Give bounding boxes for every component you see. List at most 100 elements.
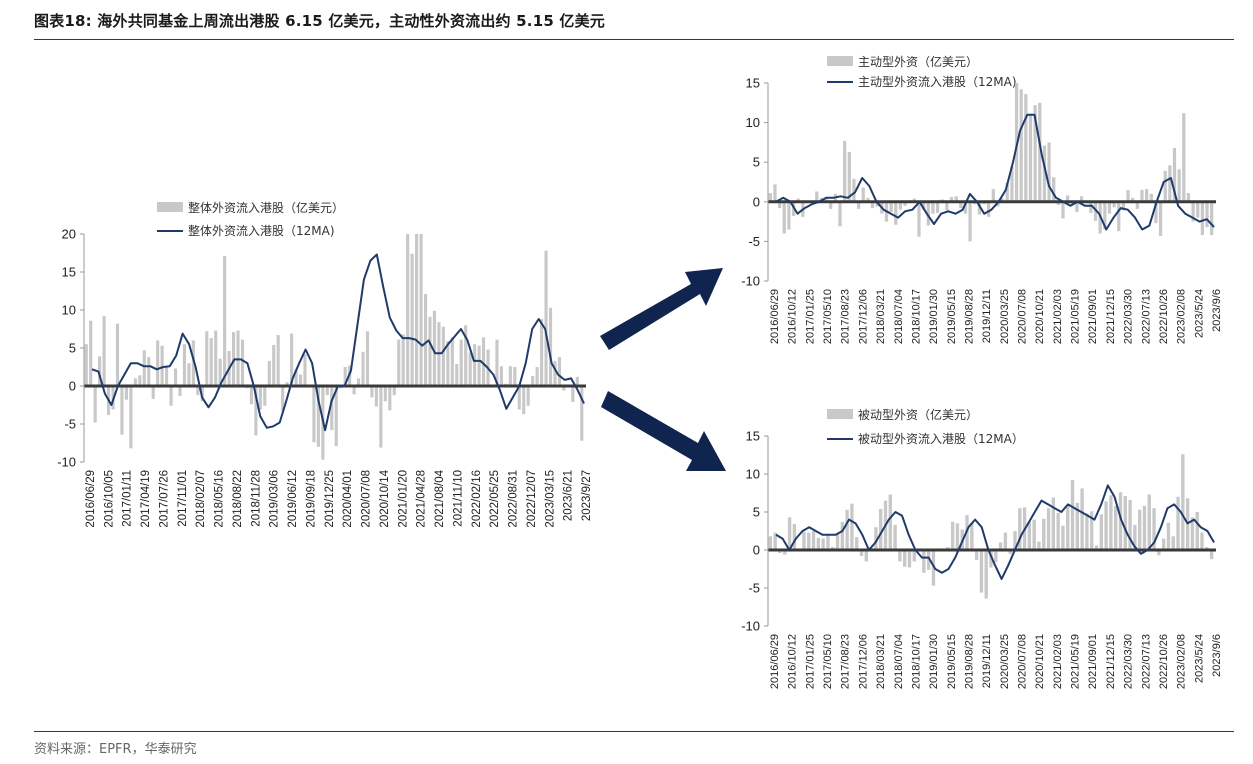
bar [768,536,773,550]
bar [187,363,191,386]
bar [768,193,772,202]
bar [1032,519,1036,550]
bar [821,538,825,550]
bar [1056,201,1060,205]
plot-total: -10 -5 0 5 10 15 20 2016/06/29 2016/10/05 2017/01… [57,227,593,528]
bar [223,256,227,386]
bar [196,386,200,396]
bar [133,378,137,386]
x-tick-label: 2020/10/21 [1034,634,1046,689]
bar [991,189,995,202]
bar [949,197,954,202]
bar [1093,201,1098,221]
x-tick-label: 2020/07/08 [361,470,373,528]
x-tick-label: 2017/01/25 [804,634,816,689]
bar [1154,201,1158,224]
bar [142,350,146,386]
bar [392,386,396,396]
bar [410,253,414,386]
y-tick-label: 5 [753,155,760,170]
y-tick-label: -10 [741,274,760,289]
y-tick-label: 0 [69,379,76,394]
bar [1075,201,1079,213]
x-tick-label: 2018/02/07 [195,470,207,528]
x-tick-label: 2022/05/25 [489,470,501,528]
x-tick-label: 2022/12/07 [526,470,538,528]
bar [987,201,991,217]
bar [861,187,865,202]
x-tick-label: 2018/03/21 [875,289,887,344]
x-tick-label: 2022/07/13 [1140,289,1152,344]
bar [562,386,566,391]
x-tick-label: 2023/5/24 [1193,634,1205,683]
bar [356,378,361,386]
bar [840,521,845,550]
bar [522,386,526,415]
bar [903,201,907,206]
bar [963,201,968,214]
bar [423,294,428,386]
bar [1028,113,1033,202]
legend-bar-swatch [827,409,853,419]
bar [1114,505,1118,550]
bar [205,331,209,386]
x-tick-label: 2018/08/22 [232,470,244,528]
x-tick-label: 2023/9/6 [1211,634,1223,677]
bar [481,337,486,386]
bar [1177,169,1181,202]
y-tick-label: -10 [741,619,760,634]
bar [1099,514,1103,550]
bar [824,197,828,202]
y-tick-label: -5 [748,581,760,596]
x-tick-label: 2018/07/04 [893,634,905,689]
bar [1137,509,1142,550]
x-tick-label: 2019/08/28 [964,634,976,689]
bar [526,386,530,406]
x-tick-label: 2018/10/17 [910,634,922,689]
bar [1033,105,1037,202]
x-tick-label: 2022/10/26 [1158,289,1170,344]
bar [816,537,821,550]
bar [1089,201,1093,213]
figure-title: 图表18: 海外共同基金上周流出港股 6.15 亿美元，主动性外资流出约 5.1… [34,12,606,30]
bar [773,184,777,202]
bar [946,546,950,550]
x-tick-label: 2016/06/29 [769,289,781,344]
bar [312,386,316,443]
bar [98,356,102,386]
bar [1112,201,1116,208]
arrow-down-right-icon [601,391,726,471]
bar [1038,102,1042,202]
bar [1205,546,1209,550]
bar [316,386,320,447]
bar [912,550,916,562]
bar [1195,512,1199,550]
bar [866,197,870,202]
bar [298,374,303,386]
bottom-rule [34,731,1234,732]
bar [979,550,984,593]
x-tick-label: 2022/08/31 [508,470,520,528]
x-tick-label: 2020/03/25 [999,634,1011,689]
bar [1080,488,1084,550]
x-tick-label: 2021/05/19 [1070,634,1082,689]
x-tick-label: 2021/05/19 [1070,289,1082,344]
legend-bar-label: 被动型外资（亿美元） [858,407,978,422]
bar [1019,89,1023,202]
bar [151,386,155,399]
bar [852,178,856,202]
x-tick-label: 2022/10/26 [1158,634,1170,689]
bar [1131,197,1135,202]
bar [334,386,338,447]
y-tick-label: 15 [62,265,76,280]
bar [102,316,106,386]
bar [926,201,930,226]
bar [276,335,280,386]
bar [1000,198,1005,202]
bar [1117,201,1121,232]
bar [874,527,878,550]
bar [870,201,875,209]
legend-bar-label: 主动型外资（亿美元） [858,54,978,69]
bar [974,550,979,560]
x-tick-label: 2019/12/25 [324,470,336,528]
